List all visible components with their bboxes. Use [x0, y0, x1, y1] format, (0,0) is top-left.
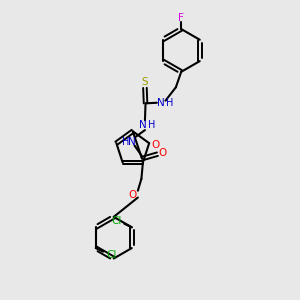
- Text: Cl: Cl: [112, 216, 122, 226]
- Text: N: N: [157, 98, 165, 108]
- Text: O: O: [151, 140, 159, 150]
- Text: H: H: [148, 120, 155, 130]
- Text: N: N: [139, 120, 146, 130]
- Text: H: H: [122, 137, 129, 147]
- Text: O: O: [128, 190, 136, 200]
- Text: Cl: Cl: [106, 250, 116, 260]
- Text: O: O: [159, 148, 167, 158]
- Text: F: F: [178, 13, 184, 23]
- Text: H: H: [166, 98, 174, 108]
- Text: S: S: [142, 77, 148, 87]
- Text: N: N: [128, 137, 135, 147]
